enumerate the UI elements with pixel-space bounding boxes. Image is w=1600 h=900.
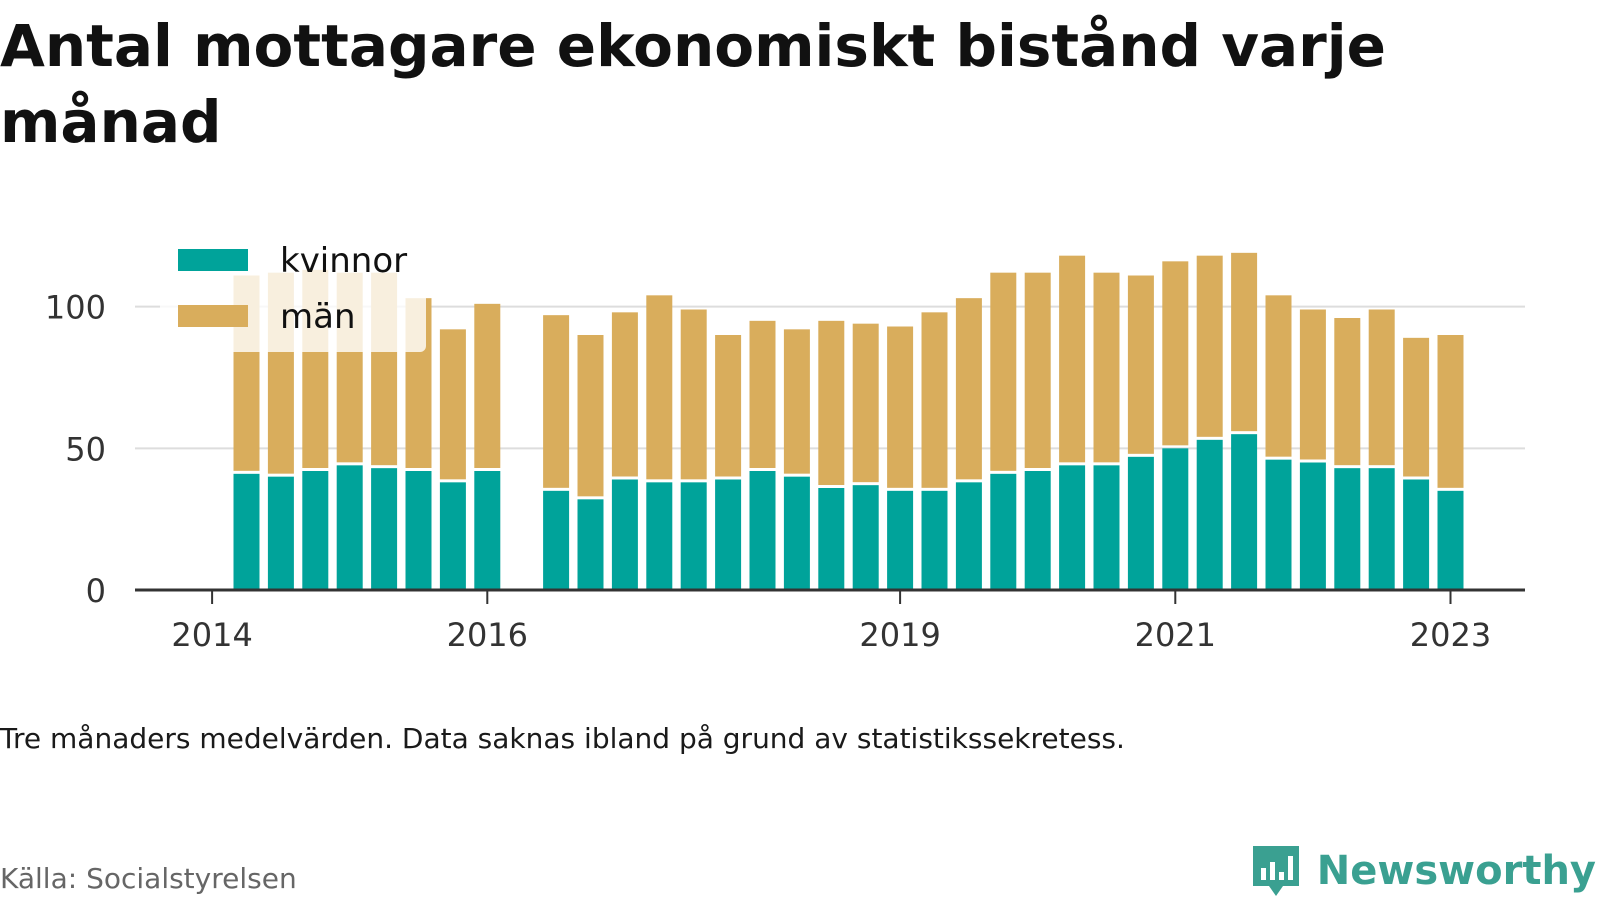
bar-man: [577, 335, 604, 497]
bar-kvinnor: [1093, 465, 1120, 590]
bar-man: [611, 312, 638, 477]
bar-kvinnor: [852, 485, 879, 590]
legend-label: män: [280, 297, 356, 337]
bar-man: [1231, 252, 1258, 432]
bar-kvinnor: [233, 473, 260, 590]
bar-kvinnor: [1024, 471, 1051, 590]
bar-man: [818, 320, 845, 485]
bar-kvinnor: [611, 479, 638, 590]
bar-man: [1368, 309, 1395, 466]
brand-logo[interactable]: Newsworthy: [1249, 842, 1596, 900]
chart-note: Tre månaders medelvärden. Data saknas ib…: [0, 722, 1125, 755]
bar-man: [852, 323, 879, 483]
bar-kvinnor: [818, 488, 845, 590]
legend-swatch: [178, 305, 248, 327]
legend-swatch: [178, 249, 248, 271]
legend: kvinnor män: [160, 232, 426, 352]
bar-kvinnor: [783, 476, 810, 590]
bars: [233, 252, 1464, 590]
bar-man: [1437, 335, 1464, 488]
bar-kvinnor: [887, 490, 914, 590]
bar-kvinnor: [680, 482, 707, 590]
y-tick-label: 0: [86, 572, 106, 610]
bar-man: [1024, 272, 1051, 468]
bar-kvinnor: [577, 499, 604, 590]
x-tick-label: 2021: [1135, 616, 1216, 654]
bar-kvinnor: [1162, 448, 1189, 590]
legend-label: kvinnor: [280, 241, 407, 281]
bar-kvinnor: [474, 471, 501, 590]
bar-kvinnor: [371, 468, 398, 590]
bar-kvinnor: [1265, 459, 1292, 590]
bar-kvinnor: [1334, 468, 1361, 590]
bar-man: [1196, 255, 1223, 437]
bar-kvinnor: [1437, 490, 1464, 590]
bar-man: [1334, 318, 1361, 466]
source-text: Källa: Socialstyrelsen: [0, 862, 297, 895]
bar-kvinnor: [302, 471, 329, 590]
brand-name: Newsworthy: [1316, 848, 1596, 894]
bar-kvinnor: [267, 476, 294, 590]
bar-kvinnor: [921, 490, 948, 590]
bar-man: [1059, 255, 1086, 463]
bar-man: [1093, 272, 1120, 463]
bar-man: [439, 329, 466, 480]
bar-kvinnor: [543, 490, 570, 590]
bar-kvinnor: [715, 479, 742, 590]
bar-man: [783, 329, 810, 474]
bar-kvinnor: [1127, 456, 1154, 590]
bar-man: [955, 298, 982, 480]
bar-man: [1265, 295, 1292, 457]
bar-kvinnor: [990, 473, 1017, 590]
bar-man: [887, 326, 914, 488]
bar-kvinnor: [1059, 465, 1086, 590]
bar-kvinnor: [749, 471, 776, 590]
bar-chart-speech-bubble-icon: [1252, 846, 1299, 896]
bar-kvinnor: [336, 465, 363, 590]
bar-man: [543, 315, 570, 488]
bar-man: [921, 312, 948, 488]
bar-kvinnor: [439, 482, 466, 590]
y-tick-label: 50: [65, 430, 106, 468]
bar-kvinnor: [955, 482, 982, 590]
x-tick-label: 2014: [171, 616, 252, 654]
bar-kvinnor: [1299, 462, 1326, 590]
bar-kvinnor: [1403, 479, 1430, 590]
bar-kvinnor: [405, 471, 432, 590]
page-title: Antal mottagare ekonomiskt bistånd varje…: [0, 12, 1386, 156]
bar-man: [715, 335, 742, 477]
bar-kvinnor: [1231, 434, 1258, 590]
bar-man: [1403, 337, 1430, 477]
axes: 0 50 100 2014 2016 2019 2021 2023: [45, 289, 1525, 654]
y-tick-label: 100: [45, 289, 106, 327]
bar-man: [1127, 275, 1154, 454]
bar-man: [646, 295, 673, 480]
bar-kvinnor: [1368, 468, 1395, 590]
bar-kvinnor: [1196, 439, 1223, 590]
bar-man: [749, 320, 776, 468]
bar-man: [990, 272, 1017, 471]
x-tick-label: 2016: [447, 616, 528, 654]
bar-man: [474, 303, 501, 468]
x-tick-label: 2019: [859, 616, 940, 654]
bar-man: [1299, 309, 1326, 460]
bar-man: [1162, 261, 1189, 446]
bar-man: [680, 309, 707, 480]
x-tick-label: 2023: [1410, 616, 1491, 654]
bar-kvinnor: [646, 482, 673, 590]
